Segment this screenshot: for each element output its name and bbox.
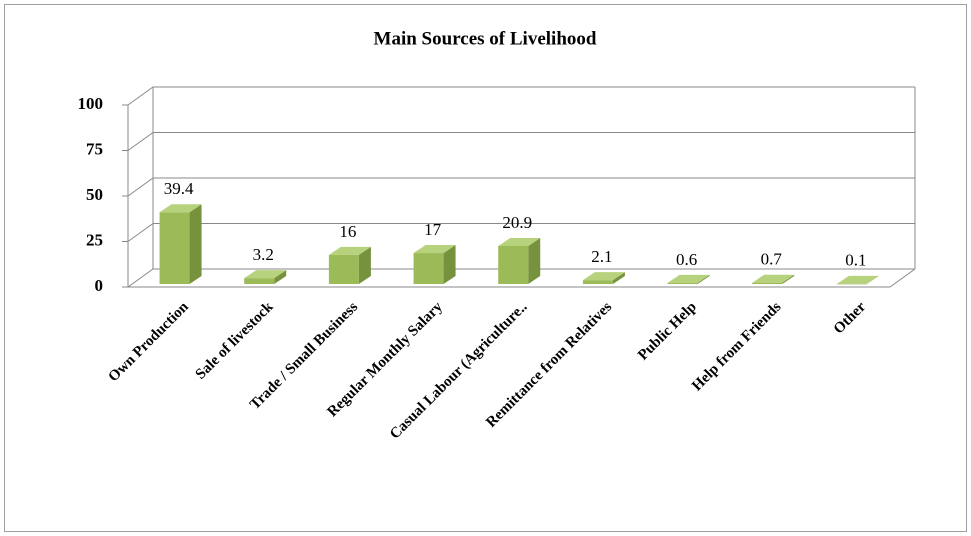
- bar-top: [582, 272, 625, 281]
- grid-line: [127, 223, 915, 242]
- bar-side: [189, 204, 202, 284]
- value-label: 16: [339, 222, 356, 241]
- bar-side: [866, 275, 879, 284]
- value-label: 0.7: [761, 250, 783, 269]
- y-tick-label: 25: [86, 230, 103, 249]
- chart-frame: [4, 4, 967, 532]
- bar: [752, 282, 783, 284]
- bar: [667, 282, 698, 284]
- bar: [328, 254, 359, 284]
- bar-top: [413, 245, 456, 254]
- chart-title: Main Sources of Livelihood: [374, 28, 597, 49]
- bar-side: [443, 245, 456, 284]
- value-label: 0.6: [676, 250, 697, 269]
- bar-side: [782, 274, 795, 284]
- bar-top: [244, 270, 287, 279]
- floor: [128, 268, 916, 288]
- y-tick-label: 50: [86, 185, 103, 204]
- value-label: 20.9: [502, 213, 532, 232]
- value-label: 3.2: [253, 245, 274, 264]
- grid-line: [127, 177, 915, 197]
- bar: [498, 245, 529, 284]
- grid-line: [127, 86, 915, 106]
- bar-side: [358, 246, 371, 284]
- bar: [836, 283, 867, 285]
- value-label: 17: [424, 220, 442, 239]
- grid-line: [127, 132, 915, 151]
- value-label: 39.4: [164, 179, 194, 198]
- bar-side: [697, 274, 710, 284]
- bar-top: [159, 204, 202, 213]
- bar-top: [498, 237, 541, 246]
- y-tick-label: 100: [78, 94, 104, 113]
- bar: [413, 253, 444, 284]
- bar-top: [667, 274, 710, 283]
- bar: [582, 280, 613, 284]
- bar-side: [528, 237, 541, 284]
- value-label: 0.1: [845, 251, 866, 270]
- y-tick-label: 0: [95, 276, 104, 295]
- bar-top: [328, 246, 371, 255]
- bar-side: [612, 272, 625, 284]
- value-label: 2.1: [591, 247, 612, 266]
- bar-top: [752, 274, 795, 283]
- bar: [244, 278, 275, 284]
- bar: [159, 212, 190, 284]
- y-tick-label: 75: [86, 139, 103, 158]
- bar-side: [274, 270, 287, 284]
- grid-line: [127, 268, 915, 288]
- bar-top: [836, 275, 879, 284]
